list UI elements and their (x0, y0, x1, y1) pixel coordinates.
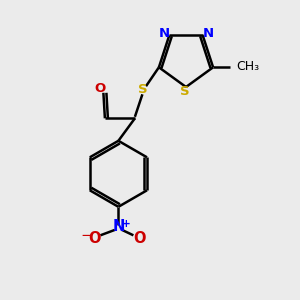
Text: N: N (202, 27, 214, 40)
Text: CH₃: CH₃ (236, 60, 260, 73)
Text: +: + (122, 219, 130, 229)
Text: N: N (113, 219, 125, 234)
Text: O: O (95, 82, 106, 95)
Text: O: O (133, 231, 145, 246)
Text: −: − (80, 228, 93, 243)
Text: O: O (88, 231, 100, 246)
Text: N: N (158, 27, 169, 40)
Text: S: S (138, 83, 147, 96)
Text: S: S (180, 85, 189, 98)
